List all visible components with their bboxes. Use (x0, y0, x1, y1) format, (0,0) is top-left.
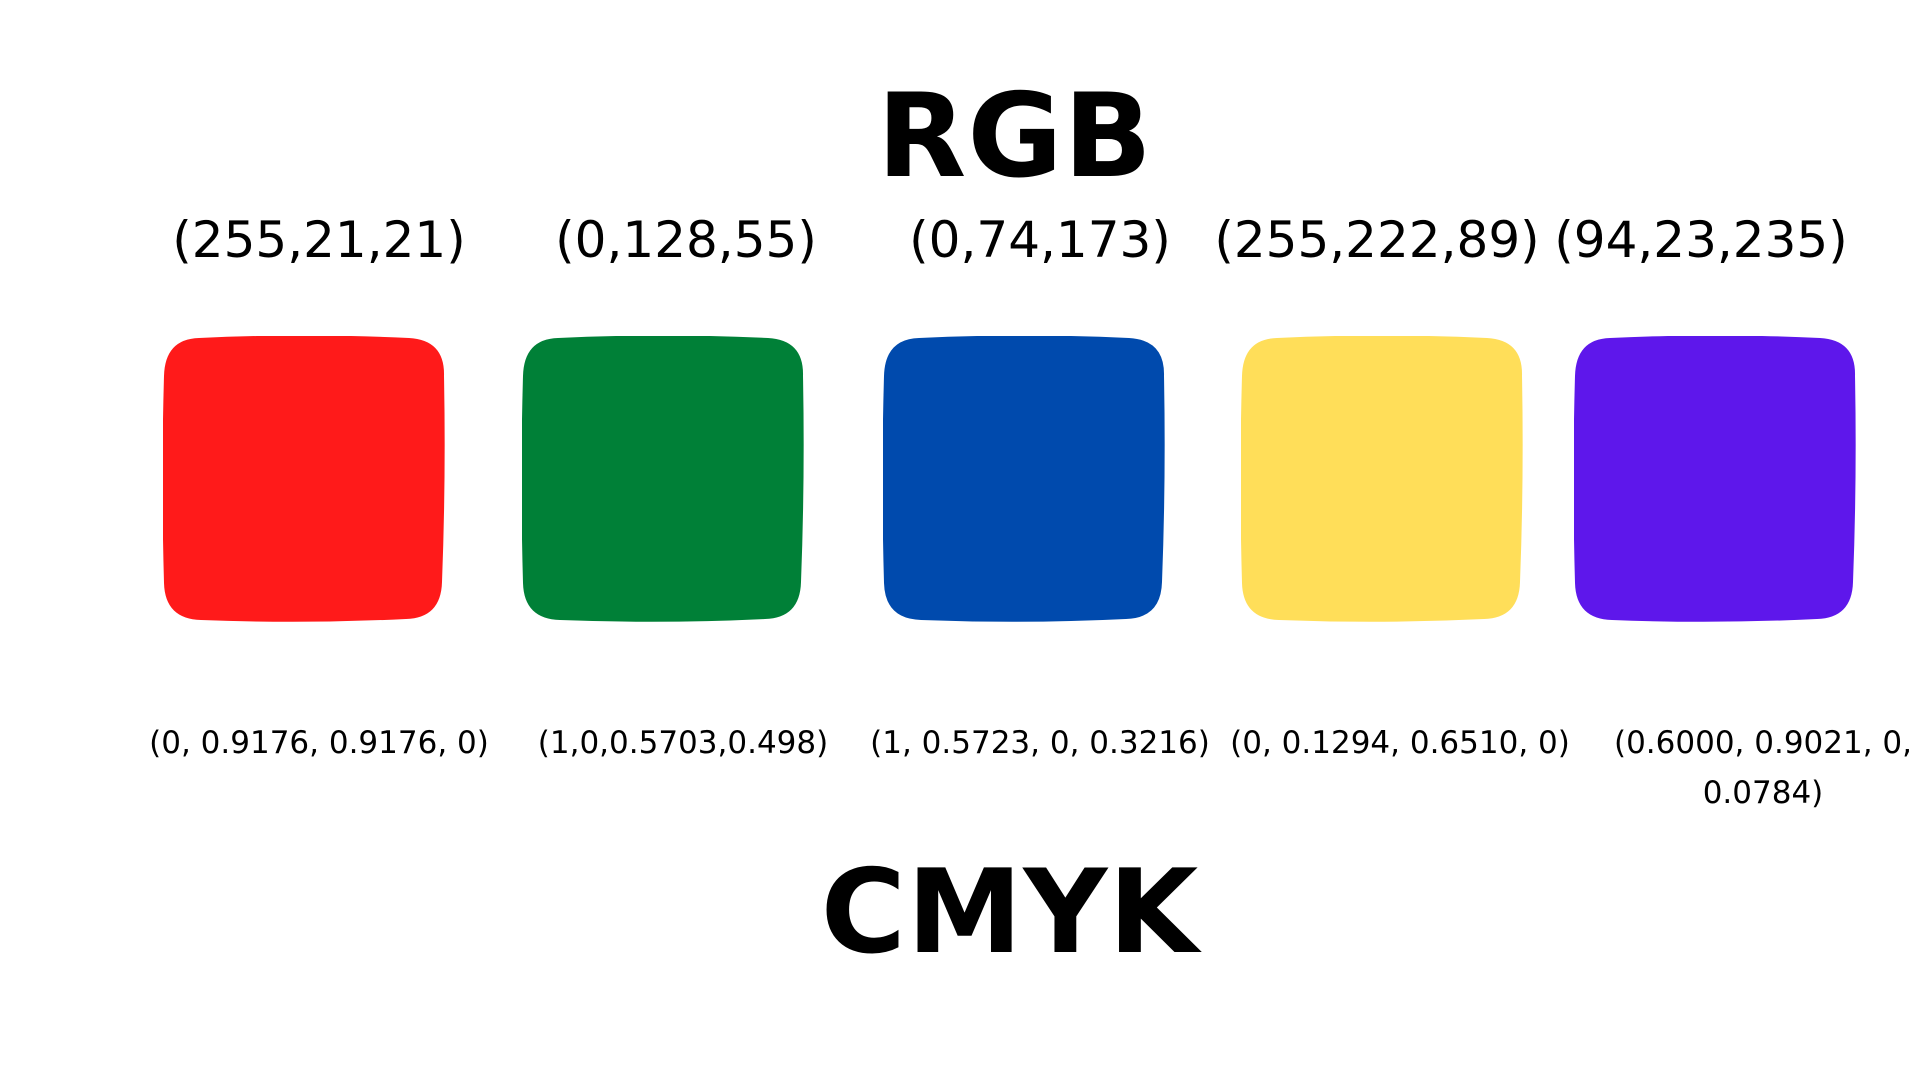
swatch-2-cmyk-value: (1,0,0.5703,0.498) (537, 725, 829, 761)
purple-swatch (1574, 336, 1856, 622)
swatch-1-rgb-value: (255,21,21) (172, 211, 466, 269)
cmyk-heading: CMYK (820, 845, 1200, 980)
swatch-3-rgb-value: (0,74,173) (909, 211, 1171, 269)
yellow-swatch (1241, 336, 1523, 622)
swatch-5-cmyk-value: (0.6000, 0.9021, 0, 0.0784) (1613, 725, 1913, 811)
swatch-1-cmyk-value: (0, 0.9176, 0.9176, 0) (149, 725, 489, 761)
swatch-2-rgb-value: (0,128,55) (555, 211, 817, 269)
swatch-4-rgb-value: (255,222,89) (1214, 211, 1540, 269)
swatch-4-cmyk-value: (0, 0.1294, 0.6510, 0) (1230, 725, 1570, 761)
swatch-5-rgb-value: (94,23,235) (1554, 211, 1848, 269)
blue-swatch (883, 336, 1165, 622)
swatch-3-cmyk-value: (1, 0.5723, 0, 0.3216) (870, 725, 1210, 761)
green-swatch (522, 336, 804, 622)
rgb-heading: RGB (877, 69, 1153, 204)
red-swatch (163, 336, 445, 622)
